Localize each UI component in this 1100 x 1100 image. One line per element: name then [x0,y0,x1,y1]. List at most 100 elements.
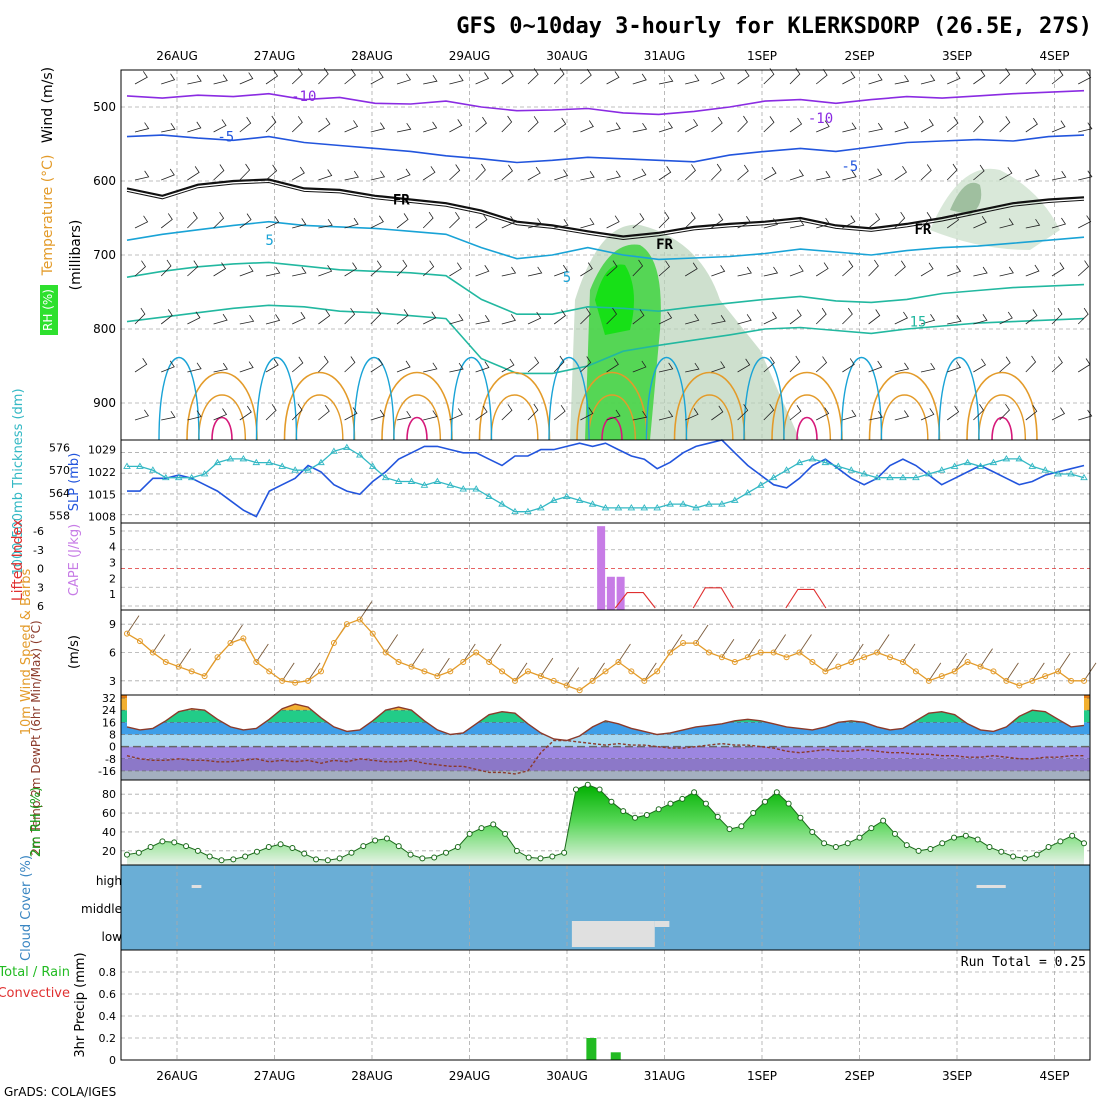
rh-shade-very-high [595,264,634,335]
rh-marker [360,843,367,850]
wind-barb [527,311,542,325]
thickness-marker [187,473,196,481]
wind-barb [763,403,775,421]
wind-barb [920,408,935,421]
wind-barb [658,74,674,85]
wind-speed-marker [628,668,635,675]
wind-barb [1051,356,1063,373]
precip-legend-convective: Convective [0,986,70,1001]
rh-tick-label: 60 [102,807,116,820]
temp-tick-label: -8 [105,753,116,766]
thickness-marker [588,500,597,507]
wind-barb [920,74,936,85]
isotherm-warm-dome [283,371,356,441]
temp-mask [127,695,1084,741]
wind-barb [947,361,962,373]
wind-speed-marker [770,649,777,656]
isotherm-warm-dome-inner [197,394,247,441]
wind-barb [606,170,621,181]
wind-speed-marker [421,668,428,675]
surface-wind-barb [488,643,502,663]
rh-marker [962,832,969,839]
wind-speed-marker [369,630,376,637]
isotherm-freezing-shadow [126,181,1085,241]
cloud-level-label: high [96,874,122,888]
rh-marker [1033,851,1040,858]
wind-barb [763,116,775,133]
wind-barb [632,410,648,421]
wind-barb [1078,170,1093,181]
thickness-marker [627,504,636,511]
wind-barb [527,116,539,133]
isotherm-warm-dome-inner [782,394,832,441]
precip-tick-label: 0.6 [99,988,117,1001]
wind-barb [685,362,700,373]
isotherm-5C [126,220,1085,261]
wind-speed-marker [511,677,518,684]
wind-speed-marker [680,640,687,647]
wind-barb [134,215,149,229]
wind-barb [894,362,910,373]
wind-barb [606,122,621,133]
wind-speed-marker [744,654,751,661]
surface-wind-barb [695,624,709,644]
precip-tick-label: 0 [109,1054,116,1067]
rh-marker [1021,855,1028,862]
wind-barb [684,164,696,181]
wind-barb [711,265,726,277]
surface-wind-barb [876,634,890,653]
wind-speed-marker [938,673,945,680]
thickness-marker [679,500,687,507]
wind-barb [973,115,984,133]
rh-marker [289,845,296,851]
isotherm-label: FR [914,222,931,238]
wind-barb [789,405,802,421]
wind-speed-marker [641,677,648,684]
temp-tick-label: 8 [109,728,116,741]
precip-axis-label: 3hr Precip (mm) [73,952,88,1057]
wind-barb [737,266,752,277]
rh-marker [998,848,1005,855]
thickness-marker [394,477,403,484]
rh-marker [785,800,792,807]
wind-barb [868,259,879,277]
isotherm-cool-column [743,357,785,441]
cape-bar [606,576,615,610]
surface-wind-barb [540,657,554,677]
wind-speed-marker [201,673,208,680]
isotherm-cool-column [938,357,980,441]
wind-barb [370,122,386,133]
wind-barb [868,168,883,181]
isotherm-cool-column [645,357,688,441]
wind-barb [580,307,591,325]
wind-barb [318,264,333,277]
cape-tick-label: 2 [109,572,116,585]
isotherm-hot-dome [601,416,623,441]
isotherm-cool-column [255,357,298,441]
wind-barb [580,170,595,181]
wind-barb [606,307,618,325]
wind-barb [292,218,307,229]
surface-wind-barb [721,638,735,658]
wind-barb [527,68,539,85]
wind-barb [187,311,201,325]
wind-speed-marker [382,649,389,656]
wind-speed-marker [473,649,480,656]
wind-barb [815,307,827,325]
pressure-tick-label: 800 [93,322,116,336]
cape-bar [616,576,625,610]
rh-marker [537,855,544,862]
wind-barb [894,311,908,325]
surface-wind-barb [773,634,786,653]
wind-barb [239,405,252,421]
wind-speed-marker [615,658,622,665]
wind-speed-marker [136,638,143,645]
wind-barb [134,170,150,181]
surface-wind-barb [1031,662,1045,682]
wind-speed-marker [175,663,182,670]
wind-barb [685,408,699,421]
thickness-marker [433,477,442,484]
rh-marker [891,830,898,837]
wind-barb [815,356,828,373]
wind-barb [737,358,751,373]
